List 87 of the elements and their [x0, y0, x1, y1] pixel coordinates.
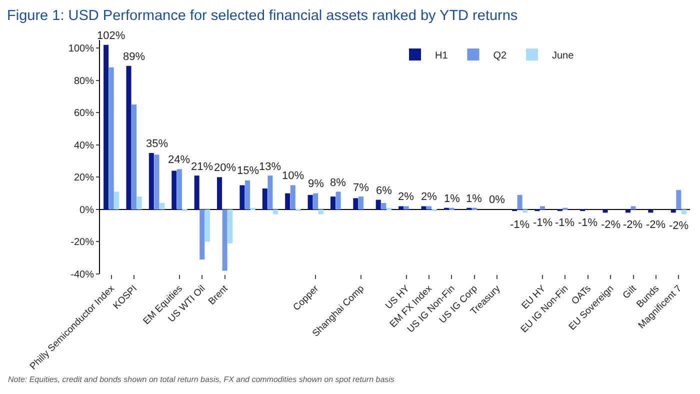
text: Note: Equities, credit and bonds shown on total return basis, FX and commodities shown on spot return basis [8, 375, 394, 384]
bar [172, 170, 177, 210]
bar [426, 206, 432, 210]
y-tick-label: -20% [70, 237, 94, 248]
bar [132, 104, 137, 210]
bar [313, 193, 318, 210]
data-label: -2% [669, 220, 689, 232]
bar [522, 209, 528, 213]
bar [204, 209, 210, 242]
data-label: 7% [353, 182, 370, 194]
bar [154, 154, 160, 210]
bar [353, 198, 358, 210]
bar [602, 209, 608, 213]
bar [240, 185, 245, 210]
bar [376, 200, 381, 210]
bar [336, 192, 341, 210]
bar [648, 209, 654, 213]
bar [421, 206, 426, 210]
y-tick-label: 20% [74, 172, 94, 184]
bar [228, 209, 233, 244]
data-label: 1% [466, 193, 482, 205]
bar [272, 209, 278, 214]
data-label: -1% [510, 219, 530, 231]
bar [285, 193, 290, 210]
y-tick-label: 60% [74, 108, 94, 120]
bar [262, 188, 268, 210]
bar [200, 209, 205, 260]
legend-label: H1 [435, 50, 448, 62]
y-tick-label: 40% [74, 140, 94, 152]
data-label: 6% [376, 185, 392, 197]
data-label: 102% [97, 30, 126, 42]
bar [398, 206, 404, 210]
data-label: 0% [489, 194, 506, 206]
data-label: 20% [214, 162, 236, 174]
data-label: -2% [623, 219, 643, 231]
data-label: 10% [282, 170, 304, 182]
bar [160, 202, 165, 210]
chart-title: Figure 1: USD Performance for selected financial assets ranked by YTD returns [7, 8, 518, 24]
y-tick-label: 0% [80, 204, 94, 216]
legend-label: Q2 [493, 50, 507, 62]
data-label: -2% [601, 219, 621, 231]
bar [625, 209, 630, 213]
bar [540, 206, 546, 210]
y-tick-label: 100% [68, 44, 94, 55]
bar [194, 176, 200, 210]
y-tick-label: -40% [70, 270, 94, 280]
data-label: 89% [123, 51, 146, 63]
bar [381, 202, 386, 210]
bar [670, 209, 676, 213]
x-tick-label: Gilt [620, 283, 640, 302]
data-label: -1% [578, 217, 598, 229]
legend-label: June [552, 50, 574, 62]
bar [630, 206, 636, 210]
data-label: -1% [533, 217, 553, 229]
bar [268, 176, 273, 210]
bar [104, 44, 109, 210]
data-label: 2% [398, 191, 414, 203]
y-tick-label: 80% [74, 76, 94, 87]
data-label: -1% [555, 217, 575, 229]
bar [517, 194, 522, 210]
bar [404, 206, 409, 210]
bar [244, 180, 250, 210]
bar [676, 190, 682, 210]
bar [114, 192, 120, 210]
bar [126, 66, 132, 210]
data-label: 2% [421, 191, 438, 203]
data-label: 8% [330, 177, 346, 189]
bar [318, 209, 324, 214]
data-label: 9% [308, 178, 324, 190]
data-label: 15% [237, 165, 260, 177]
data-label: 24% [168, 154, 190, 166]
data-label: 21% [191, 161, 214, 173]
data-label: -2% [646, 219, 666, 231]
data-label: 35% [146, 138, 168, 150]
bar [108, 67, 114, 210]
bar [358, 196, 364, 210]
data-label: 1% [444, 193, 460, 205]
bar [681, 209, 686, 214]
bar [308, 194, 313, 210]
bar [148, 152, 154, 210]
data-label: 13% [259, 161, 282, 173]
bar [222, 209, 228, 271]
bar [176, 169, 182, 210]
bar [290, 185, 296, 210]
bar [330, 196, 336, 210]
bar [217, 177, 222, 210]
bar [136, 196, 142, 210]
